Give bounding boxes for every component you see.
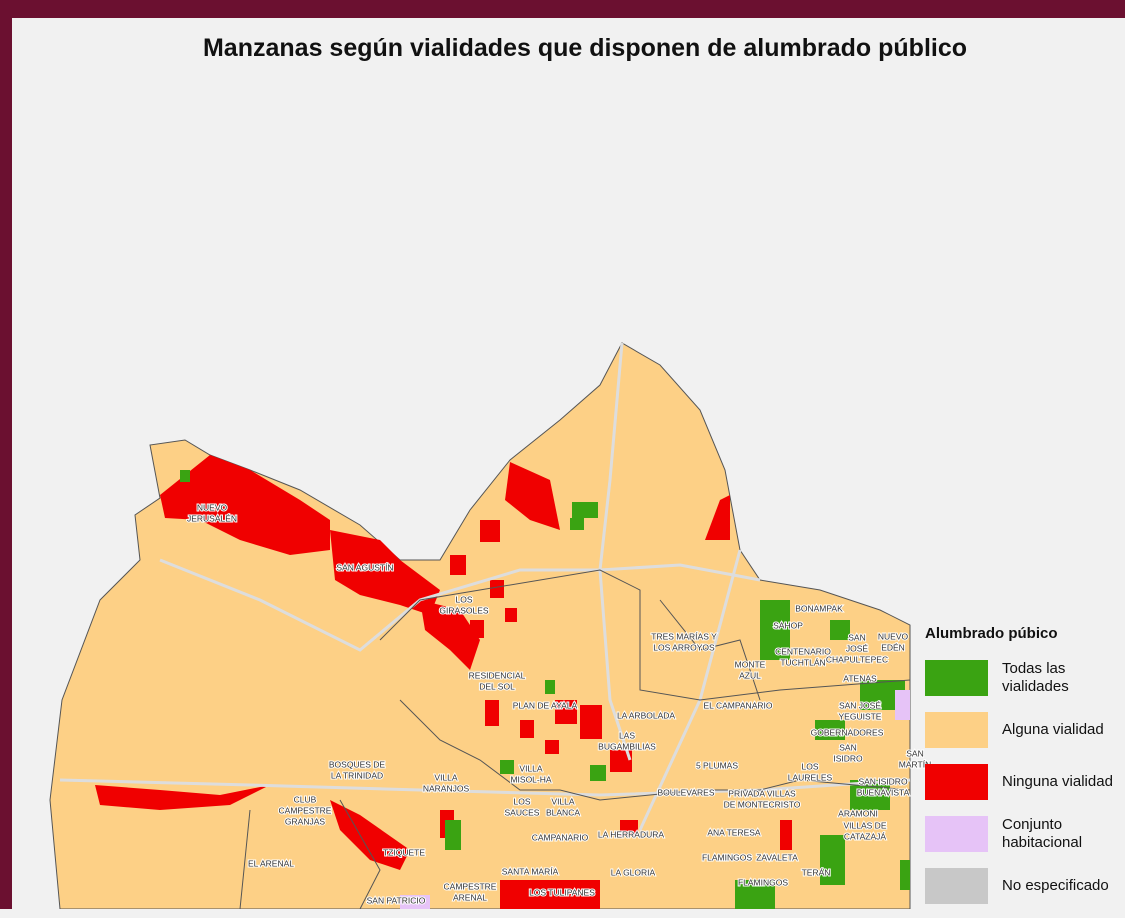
neighborhood-label: ANA TERESA [707, 827, 761, 837]
neighborhood-label: BONAMPAK [795, 603, 843, 613]
legend-label-line: habitacional [1002, 834, 1082, 852]
neighborhood-label: MONTE [735, 659, 766, 669]
neighborhood-label: LAS [619, 730, 635, 740]
neighborhood-label: LOS TULIPANES [529, 887, 595, 897]
neighborhood-label: MISOL-HA [510, 774, 551, 784]
legend-title: Alumbrado púbico [925, 625, 1125, 642]
neighborhood-label: SAN [848, 632, 865, 642]
neighborhood-label: VILLA [434, 772, 457, 782]
neighborhood-label: CAMPESTRE [444, 881, 497, 891]
legend-item: No especificado [925, 866, 1125, 906]
neighborhood-label: BLANCA [546, 807, 580, 817]
neighborhood-label: 5 PLUMAS [696, 760, 738, 770]
neighborhood-label: JERUSALÉN [187, 513, 237, 523]
legend-label-line: Ninguna vialidad [1002, 773, 1113, 791]
legend-label-line: Alguna vialidad [1002, 721, 1104, 739]
legend-swatch [925, 816, 988, 852]
neighborhood-label: BUGAMBILIAS [598, 741, 656, 751]
neighborhood-label: ATENAS [843, 673, 877, 683]
neighborhood-label: CATAZAJÁ [844, 831, 887, 841]
neighborhood-label: CHAPULTEPEC [826, 654, 888, 664]
neighborhood-label: LA GLORIA [611, 867, 656, 877]
neighborhood-label: SAN [906, 748, 923, 758]
neighborhood-label: NUEVO [197, 502, 228, 512]
legend-label: No especificado [1002, 877, 1109, 895]
neighborhood-label: RESIDENCIAL [469, 670, 526, 680]
legend-label: Alguna vialidad [1002, 721, 1104, 739]
block-housing [895, 690, 910, 720]
neighborhood-label: LOS [455, 594, 472, 604]
neighborhood-label: TZIQUETE [383, 847, 425, 857]
neighborhood-label: SANTA MARÍA [502, 866, 559, 876]
neighborhood-label: LOS [801, 761, 818, 771]
neighborhood-label: VILLA [551, 796, 574, 806]
legend-label-line: Conjunto [1002, 816, 1082, 834]
neighborhood-label: SAN AGUSTÍN [336, 562, 393, 572]
neighborhood-label: CLUB [294, 794, 317, 804]
neighborhood-label: CENTENARIO [775, 646, 831, 656]
legend-label-line: Todas las [1002, 660, 1069, 678]
neighborhood-label: PRIVADA VILLAS [728, 788, 796, 798]
neighborhood-label: BOULEVARES [657, 787, 714, 797]
page: {"title": "Manzanas según vialidades que… [0, 0, 1125, 909]
neighborhood-label: LA TRINIDAD [331, 770, 383, 780]
neighborhood-label: EL CAMPANARIO [704, 700, 773, 710]
neighborhood-label: LA ARBOLADA [617, 710, 675, 720]
neighborhood-label: ARAMONI [838, 808, 878, 818]
neighborhood-label: GOBERNADORES [811, 727, 884, 737]
neighborhood-label: GIRASOLES [439, 605, 488, 615]
neighborhood-label: BOSQUES DE [329, 759, 386, 769]
neighborhood-label: FLAMINGOS [702, 852, 752, 862]
legend-label: Ninguna vialidad [1002, 773, 1113, 791]
neighborhood-label: AZUL [739, 670, 761, 680]
neighborhood-label: NUEVO [878, 631, 909, 641]
neighborhood-label: SAN [839, 742, 856, 752]
neighborhood-label: VILLA [519, 763, 542, 773]
neighborhood-label: VILLAS DE [844, 820, 887, 830]
neighborhood-label: SAHOP [773, 620, 803, 630]
neighborhood-label: TERÁN [802, 867, 831, 877]
neighborhood-label: FLAMINGOS [738, 877, 788, 887]
neighborhood-label: CAMPANARIO [532, 832, 589, 842]
neighborhood-label: LOS [513, 796, 530, 806]
neighborhood-label: SAN PATRICIO [367, 895, 426, 905]
neighborhood-label: NARANJOS [423, 783, 470, 793]
legend-swatch [925, 660, 988, 696]
neighborhood-label: LAURELES [788, 772, 833, 782]
neighborhood-label: SAN ISIDRO [858, 776, 908, 786]
neighborhood-label: SAN JOSÉ [839, 700, 881, 710]
neighborhood-label: PLAN DE AYALA [513, 700, 578, 710]
neighborhood-label: TRES MARÍAS Y [651, 631, 717, 641]
legend-swatch [925, 712, 988, 748]
neighborhood-label: YEGUISTE [839, 711, 882, 721]
neighborhood-label: JOSÉ [846, 643, 869, 653]
neighborhood-label: CAMPESTRE [279, 805, 332, 815]
neighborhood-label: EDÉN [881, 642, 905, 652]
neighborhood-label: EL ARENAL [248, 858, 294, 868]
neighborhood-label: BUENAVISTA [857, 787, 910, 797]
neighborhood-label: LOS ARROYOS [653, 642, 715, 652]
neighborhood-label: LA HERRADURA [598, 829, 664, 839]
legend-item: Ninguna vialidad [925, 762, 1125, 802]
neighborhood-label: ISIDRO [833, 753, 863, 763]
legend-item: Alguna vialidad [925, 710, 1125, 750]
legend-label-line: No especificado [1002, 877, 1109, 895]
legend-swatch [925, 868, 988, 904]
neighborhood-label: ZAVALETA [756, 852, 798, 862]
neighborhood-label: TUCHTLÁN [780, 657, 825, 667]
neighborhood-label: DE MONTECRISTO [724, 799, 801, 809]
neighborhood-label: GRANJAS [285, 816, 325, 826]
legend-swatch [925, 764, 988, 800]
neighborhood-label: ARENAL [453, 892, 487, 902]
legend-label-line: vialidades [1002, 678, 1069, 696]
neighborhood-label: SAUCES [505, 807, 540, 817]
neighborhood-label: DEL SOL [479, 681, 515, 691]
